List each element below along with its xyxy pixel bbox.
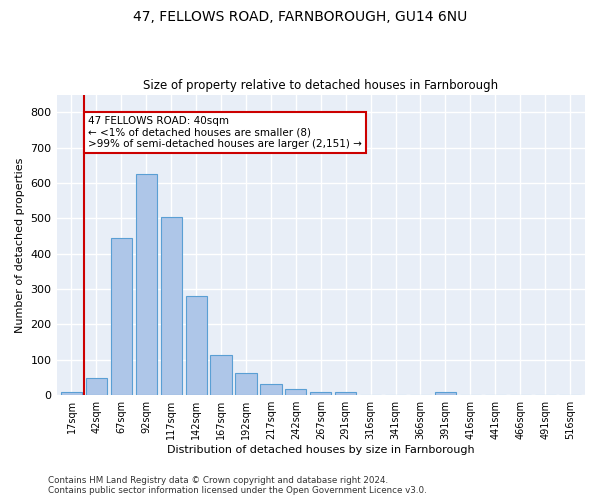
Bar: [161, 216, 182, 395]
Text: Contains HM Land Registry data © Crown copyright and database right 2024.
Contai: Contains HM Land Registry data © Crown c…: [48, 476, 427, 495]
Bar: [111, 238, 132, 395]
X-axis label: Distribution of detached houses by size in Farnborough: Distribution of detached houses by size …: [167, 445, 475, 455]
Bar: [435, 392, 456, 395]
Bar: [86, 378, 107, 395]
Text: 47 FELLOWS ROAD: 40sqm
← <1% of detached houses are smaller (8)
>99% of semi-det: 47 FELLOWS ROAD: 40sqm ← <1% of detached…: [88, 116, 362, 149]
Bar: [335, 392, 356, 395]
Bar: [211, 354, 232, 395]
Bar: [260, 384, 281, 395]
Text: 47, FELLOWS ROAD, FARNBOROUGH, GU14 6NU: 47, FELLOWS ROAD, FARNBOROUGH, GU14 6NU: [133, 10, 467, 24]
Title: Size of property relative to detached houses in Farnborough: Size of property relative to detached ho…: [143, 79, 499, 92]
Y-axis label: Number of detached properties: Number of detached properties: [15, 157, 25, 332]
Bar: [310, 392, 331, 395]
Bar: [185, 296, 207, 395]
Bar: [61, 392, 82, 395]
Bar: [136, 174, 157, 395]
Bar: [285, 389, 307, 395]
Bar: [235, 374, 257, 395]
